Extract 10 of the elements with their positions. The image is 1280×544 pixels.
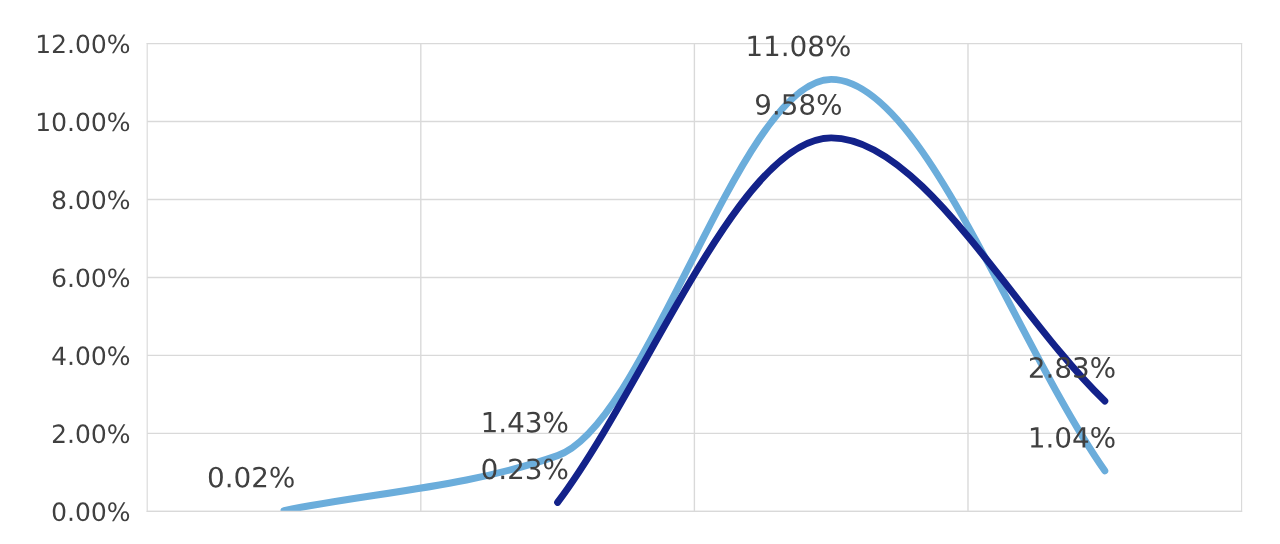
- data-label: 11.08%: [748, 35, 850, 57]
- y-tick-label: 0.00%: [52, 502, 130, 522]
- y-tick-label: 8.00%: [52, 190, 130, 210]
- data-label: 0.02%: [208, 466, 294, 488]
- y-tick-label: 10.00%: [37, 112, 130, 132]
- y-tick-label: 2.00%: [52, 424, 130, 444]
- data-label: 1.43%: [483, 411, 568, 433]
- y-tick-label: 6.00%: [52, 268, 130, 288]
- y-tick-label: 4.00%: [52, 346, 130, 366]
- y-tick-label: 12.00%: [37, 34, 130, 54]
